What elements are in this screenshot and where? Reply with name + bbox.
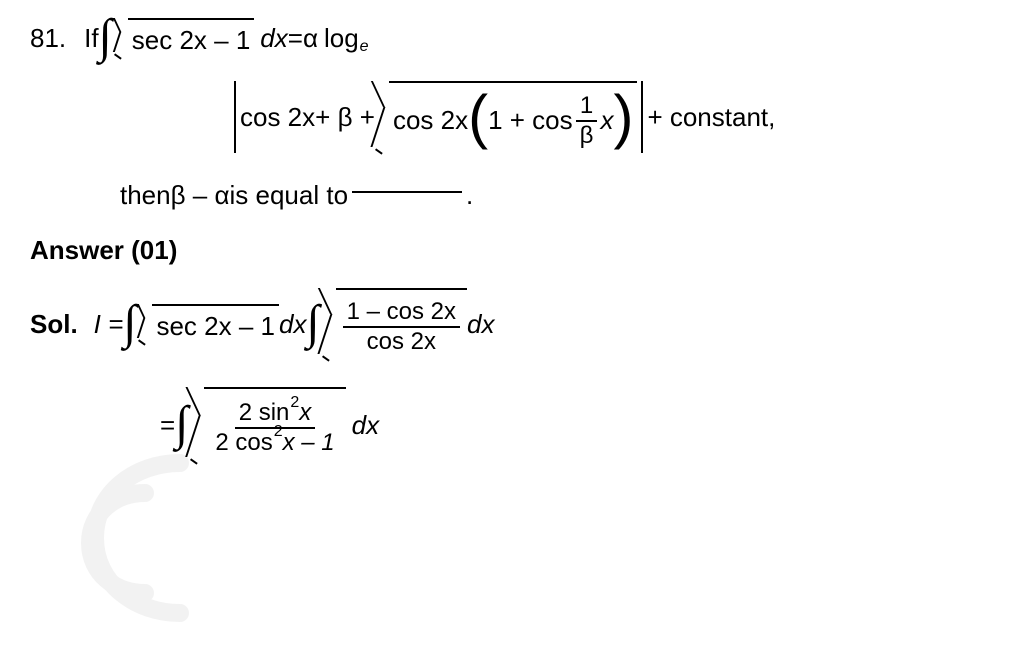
answer-blank [352,191,462,193]
question-line-1: 81. If ∫ sec 2x – 1 dx = α log e [30,18,994,59]
question-line-2: cos 2x + β + cos 2x ( 1 + cos 1 β [30,81,994,154]
page-content: 81. If ∫ sec 2x – 1 dx = α log e cos 2x [0,0,1024,494]
sqrt-inner: cos 2x ( 1 + cos 1 β x ) [375,81,638,154]
frac-1-over-beta: 1 β [576,92,598,149]
frac-1-cos2x-over-cos2x: 1 – cos 2x cos 2x [343,298,460,355]
then-line: then β – α is equal to . [30,180,994,211]
sqrt-frac-2: 2 sin 2 x 2 cos 2 x – 1 [190,387,345,464]
sqrt-sec2x-1: sec 2x – 1 [114,18,255,59]
answer-line: Answer (01) [30,235,994,266]
answer-label: Answer (01) [30,235,177,266]
sqrt-sec2x-1-b: sec 2x – 1 [138,304,279,345]
abs-expression: cos 2x + β + cos 2x ( 1 + cos 1 β [230,81,775,154]
solution-line-1: Sol. I = ∫ sec 2x – 1 dx ∫ 1 – cos 2x co… [30,288,994,361]
solution-line-2: = ∫ 2 sin 2 x 2 cos 2 x – 1 [30,387,994,464]
sqrt-frac-1: 1 – cos 2x cos 2x [322,288,467,361]
frac-2sin2x-over-2cos2x-1: 2 sin 2 x 2 cos 2 x – 1 [211,399,338,456]
question-number: 81. [30,23,66,54]
question-math-1: If ∫ sec 2x – 1 dx = α log e [84,18,368,59]
solution-label: Sol. [30,309,78,340]
